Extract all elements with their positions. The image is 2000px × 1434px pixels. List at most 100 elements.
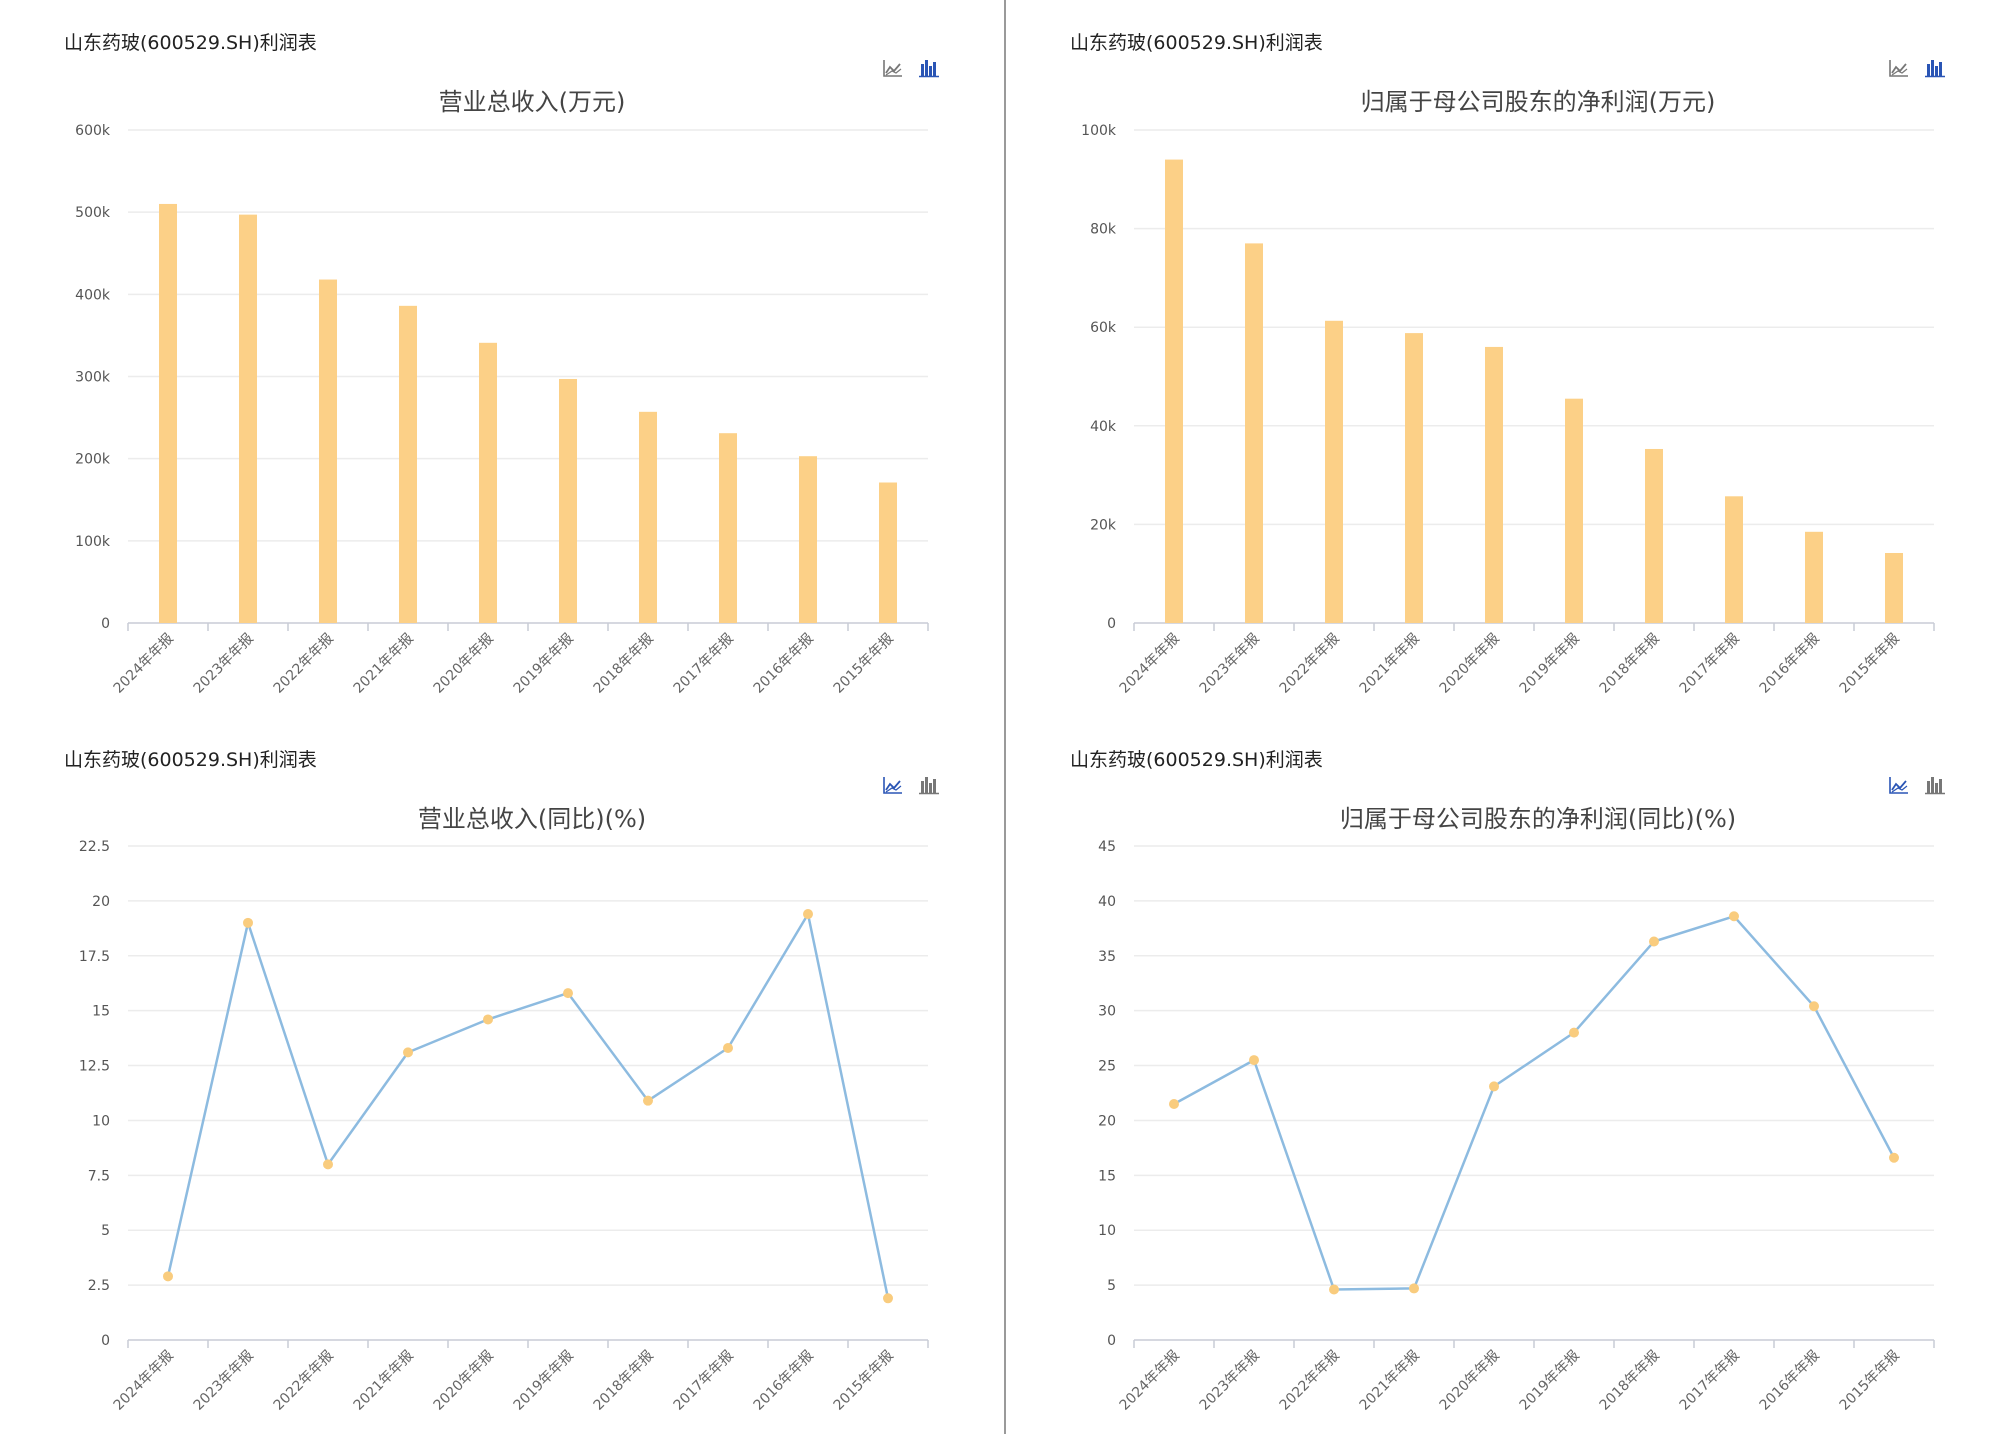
- bar: [639, 411, 657, 623]
- y-tick-label: 5: [1107, 1278, 1116, 1294]
- y-tick-label: 20k: [1090, 517, 1117, 533]
- y-tick-label: 40k: [1090, 419, 1117, 435]
- y-tick-label: 0: [101, 1333, 110, 1349]
- icon-line: [1891, 785, 1908, 793]
- x-category-label: 2022年年报: [271, 631, 337, 697]
- chart-toolbar: [882, 775, 940, 795]
- bar: [1485, 346, 1503, 623]
- icon-bar: [925, 60, 928, 76]
- line-chart-icon[interactable]: [1888, 58, 1910, 78]
- bar: [559, 378, 577, 623]
- bar: [159, 203, 177, 623]
- x-category-label: 2022年年报: [271, 1348, 337, 1414]
- x-category-label: 2019年年报: [1517, 631, 1583, 697]
- x-category-label: 2023年年报: [1197, 631, 1263, 697]
- bar-chart-icon[interactable]: [918, 775, 940, 795]
- x-category-label: 2015年年报: [831, 631, 897, 697]
- x-category-label: 2015年年报: [1837, 1348, 1903, 1414]
- y-tick-label: 12.5: [79, 1059, 110, 1075]
- data-point: [403, 1047, 413, 1058]
- y-tick-label: 0: [1107, 616, 1116, 632]
- y-tick-label: 45: [1098, 839, 1116, 855]
- y-tick-label: 5: [101, 1223, 110, 1239]
- data-point: [483, 1014, 493, 1025]
- y-tick-label: 15: [1098, 1168, 1116, 1184]
- bar: [1165, 159, 1183, 623]
- data-point: [1169, 1098, 1179, 1109]
- y-tick-label: 600k: [75, 123, 111, 139]
- chart-panel-revenue-yoy: 营业总收入(同比)(%) 0 2.5 5 7.5 10 12.5 15 17.5 20 22.5 20…: [0, 717, 1000, 1434]
- line-chart-icon[interactable]: [1888, 775, 1910, 795]
- x-category-label: 2021年年报: [1357, 631, 1423, 697]
- bar-chart-icon[interactable]: [918, 58, 940, 78]
- line-chart-icon[interactable]: [882, 775, 904, 795]
- y-tick-label: 2.5: [88, 1278, 110, 1294]
- icon-line: [885, 785, 902, 793]
- data-point: [243, 917, 253, 928]
- data-point: [723, 1042, 733, 1053]
- x-category-label: 2018年年报: [591, 1348, 657, 1414]
- chart-svg: 归属于母公司股东的净利润(同比)(%) 0 5 10 15 20 25 30 35 40 45 202…: [1098, 805, 1935, 1414]
- y-tick-label: 17.5: [79, 949, 110, 965]
- data-point: [323, 1159, 333, 1170]
- icon-bar: [925, 777, 928, 793]
- x-category-label: 2016年年报: [1757, 631, 1823, 697]
- icon-bar: [1935, 66, 1938, 76]
- x-category-label: 2023年年报: [191, 1348, 257, 1414]
- bar: [1405, 333, 1423, 623]
- icon-line: [1891, 780, 1907, 791]
- bar: [1565, 398, 1583, 623]
- x-category-label: 2018年年报: [1597, 631, 1663, 697]
- icon-bar: [1927, 64, 1930, 76]
- x-category-label: 2017年年报: [671, 631, 737, 697]
- data-point: [883, 1293, 893, 1304]
- icon-axes: [1889, 60, 1908, 77]
- data-point: [1249, 1055, 1259, 1066]
- bar: [1885, 552, 1903, 623]
- panel-header: 山东药玻(600529.SH)利润表: [64, 32, 317, 54]
- bar: [1725, 496, 1743, 623]
- x-category-label: 2020年年报: [431, 1348, 497, 1414]
- x-category-label: 2024年年报: [111, 631, 177, 697]
- x-category-label: 2015年年报: [831, 1348, 897, 1414]
- data-point: [803, 909, 813, 920]
- y-tick-label: 20: [92, 894, 110, 910]
- chart-svg: 营业总收入(万元) 0 100k 200k 300k 400k 500k 600k 2024年年…: [75, 88, 929, 697]
- data-point: [1489, 1081, 1499, 1092]
- chart-title: 归属于母公司股东的净利润(同比)(%): [1340, 805, 1736, 833]
- y-tick-label: 500k: [75, 205, 111, 221]
- x-category-label: 2021年年报: [351, 631, 417, 697]
- bar: [799, 456, 817, 623]
- x-category-label: 2020年年报: [1437, 1348, 1503, 1414]
- series-line: [166, 912, 890, 1299]
- data-point: [163, 1271, 173, 1282]
- x-category-label: 2016年年报: [751, 631, 817, 697]
- y-tick-label: 30: [1098, 1004, 1116, 1020]
- bar: [239, 214, 257, 624]
- x-category-label: 2015年年报: [1837, 631, 1903, 697]
- bar-chart-icon[interactable]: [1924, 58, 1946, 78]
- bar-chart-icon[interactable]: [1924, 775, 1946, 795]
- chart-title: 归属于母公司股东的净利润(万元): [1361, 88, 1716, 116]
- y-tick-label: 400k: [75, 287, 111, 303]
- bar: [1645, 448, 1663, 623]
- icon-bar: [1939, 62, 1942, 76]
- y-tick-label: 10: [1098, 1223, 1116, 1239]
- icon-bar: [1927, 781, 1930, 793]
- x-category-label: 2021年年报: [351, 1348, 417, 1414]
- chart-toolbar: [1888, 775, 1946, 795]
- icon-bar: [921, 781, 924, 793]
- y-tick-label: 10: [92, 1113, 110, 1129]
- x-category-label: 2020年年报: [431, 631, 497, 697]
- panel-header: 山东药玻(600529.SH)利润表: [1070, 32, 1323, 54]
- x-category-label: 2017年年报: [1677, 1348, 1743, 1414]
- bar: [1805, 531, 1823, 623]
- chart-panel-net-profit-yoy: 归属于母公司股东的净利润(同比)(%) 0 5 10 15 20 25 30 35 40 45 202…: [1006, 717, 2000, 1434]
- chart-title: 营业总收入(同比)(%): [418, 805, 646, 833]
- icon-line: [885, 780, 901, 791]
- chart-panel-revenue: 营业总收入(万元) 0 100k 200k 300k 400k 500k 600k 2024年年…: [0, 0, 1000, 717]
- icon-bar: [1931, 60, 1934, 76]
- y-tick-label: 15: [92, 1004, 110, 1020]
- bar: [879, 482, 897, 623]
- line-chart-icon[interactable]: [882, 58, 904, 78]
